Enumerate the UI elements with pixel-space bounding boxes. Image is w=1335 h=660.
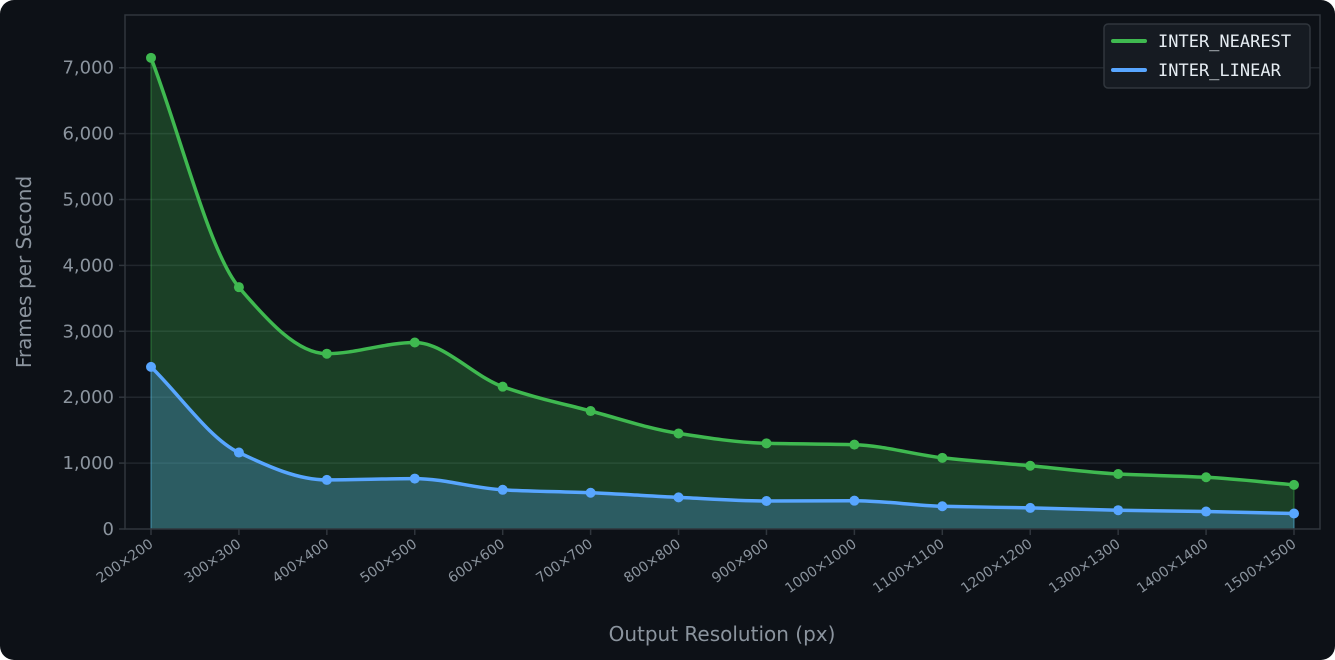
- x-tick-label: 1300×1300: [1046, 536, 1123, 597]
- point-inter-nearest: [761, 438, 772, 449]
- x-tick-label: 600×600: [445, 536, 508, 586]
- point-inter-nearest: [233, 282, 244, 293]
- point-inter-linear: [409, 473, 420, 484]
- point-inter-linear: [585, 487, 596, 498]
- area-inter-nearest: [151, 57, 1294, 530]
- point-inter-linear: [1289, 508, 1299, 519]
- point-inter-linear: [761, 495, 772, 506]
- point-inter-linear: [146, 361, 156, 372]
- point-inter-linear: [321, 474, 332, 485]
- point-inter-nearest: [497, 381, 508, 392]
- x-axis-ticks: 200×200 300×300 400×400 500×500 600×600 700×7…: [94, 529, 1299, 597]
- point-inter-nearest: [409, 337, 420, 348]
- y-tick-label: 0: [103, 519, 114, 540]
- point-inter-nearest: [1289, 479, 1299, 490]
- x-axis-label: Output Resolution (px): [609, 622, 836, 646]
- legend: INTER_NEAREST INTER_LINEAR: [1103, 23, 1311, 89]
- legend-box: [1103, 23, 1311, 89]
- point-inter-nearest: [1113, 468, 1124, 479]
- x-tick-label: 800×800: [621, 536, 684, 586]
- line-inter-nearest: [149, 56, 1296, 487]
- plot-frame: [124, 14, 1321, 530]
- x-tick-label: 300×300: [182, 536, 245, 586]
- gridlines: [125, 66, 1320, 464]
- point-inter-nearest: [146, 52, 156, 63]
- point-inter-linear: [937, 501, 948, 512]
- y-tick-label: 1,000: [62, 453, 114, 474]
- point-inter-linear: [673, 492, 684, 503]
- point-inter-nearest: [1201, 472, 1212, 483]
- area-inter-linear: [151, 366, 1294, 529]
- point-inter-linear: [497, 484, 508, 495]
- point-inter-linear: [1201, 506, 1212, 517]
- y-tick-label: 5,000: [62, 190, 114, 211]
- x-tick-label: 200×200: [94, 536, 157, 586]
- legend-label-inter-linear: INTER_LINEAR: [1158, 61, 1282, 81]
- y-tick-label: 3,000: [62, 321, 114, 342]
- point-inter-nearest: [849, 439, 860, 450]
- y-axis-ticks: 0 1,000 2,000 3,000 4,000 5,000 6,000 7,000: [62, 58, 125, 540]
- y-axis-label: Frames per Second: [12, 176, 36, 368]
- data-points: [146, 52, 1299, 519]
- point-inter-nearest: [1025, 460, 1036, 471]
- x-tick-label: 900×900: [709, 536, 772, 586]
- point-inter-nearest: [585, 406, 596, 417]
- y-tick-label: 2,000: [62, 387, 114, 408]
- point-inter-linear: [849, 495, 860, 506]
- x-tick-label: 1400×1400: [1134, 536, 1211, 597]
- series-areas: [150, 57, 1295, 530]
- point-inter-nearest: [673, 428, 684, 439]
- x-tick-label: 1200×1200: [958, 536, 1035, 597]
- point-inter-linear: [1025, 502, 1036, 513]
- x-tick-label: 1000×1000: [783, 536, 860, 597]
- point-inter-linear: [233, 447, 244, 458]
- x-tick-label: 700×700: [533, 536, 596, 586]
- point-inter-nearest: [937, 452, 948, 463]
- y-tick-label: 7,000: [62, 58, 114, 79]
- x-tick-label: 500×500: [357, 536, 420, 586]
- x-tick-label: 400×400: [270, 536, 333, 586]
- y-tick-label: 6,000: [62, 124, 114, 145]
- x-tick-label: 1100×1100: [870, 536, 947, 597]
- x-tick-label: 1500×1500: [1222, 536, 1299, 597]
- legend-label-inter-nearest: INTER_NEAREST: [1158, 32, 1291, 52]
- y-tick-label: 4,000: [62, 255, 114, 276]
- point-inter-nearest: [321, 348, 332, 359]
- point-inter-linear: [1113, 505, 1124, 516]
